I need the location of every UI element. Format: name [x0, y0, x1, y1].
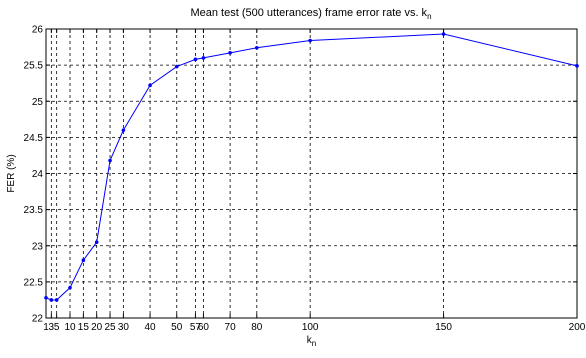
- y-tick-label: 25: [32, 97, 44, 108]
- data-point: [148, 83, 152, 88]
- x-tick-label: 15: [78, 322, 90, 333]
- data-point: [201, 56, 206, 60]
- x-tick-label: 40: [145, 322, 157, 333]
- x-tick-label: 50: [171, 322, 183, 333]
- data-point: [228, 51, 232, 55]
- x-tick-label: 1: [43, 322, 49, 333]
- grid: [46, 29, 577, 318]
- data-point: [121, 128, 126, 132]
- x-tick-label: 200: [569, 322, 586, 333]
- x-tick-label: 20: [91, 322, 103, 333]
- data-point: [54, 298, 59, 302]
- x-tick-label: 70: [225, 322, 237, 333]
- x-tick-label: 5: [54, 322, 60, 333]
- data-point: [254, 45, 259, 50]
- chart-title: Mean test (500 utterances) frame error r…: [190, 7, 431, 21]
- data-point: [49, 298, 54, 302]
- x-tick-label: 150: [435, 322, 452, 333]
- data-point: [193, 57, 198, 62]
- y-tick-label: 23.5: [24, 205, 44, 216]
- data-point: [441, 32, 446, 36]
- data-point: [108, 158, 112, 163]
- x-tick-label: 80: [251, 322, 263, 333]
- x-tick-label: 60: [198, 322, 210, 333]
- data-point: [308, 38, 312, 43]
- x-axis-label: kn: [307, 335, 316, 348]
- data-point: [68, 285, 72, 290]
- data-point: [174, 64, 179, 69]
- data-point: [44, 295, 48, 300]
- x-tick-label: 3: [49, 322, 55, 333]
- y-axis: 22 22.5 23 23.5 24 24.5 25 25.5 26: [24, 25, 577, 325]
- x-tick-label: 100: [302, 322, 319, 333]
- y-tick-label: 24.5: [24, 133, 44, 144]
- x-tick-label: 57: [190, 322, 202, 333]
- data-point: [94, 240, 99, 244]
- series-points: [44, 32, 579, 302]
- data-point: [81, 258, 86, 263]
- y-tick-label: 26: [32, 25, 44, 36]
- x-tick-label: 30: [118, 322, 130, 333]
- x-tick-label: 25: [104, 322, 116, 333]
- y-tick-label: 22.5: [24, 277, 44, 288]
- y-tick-label: 24: [32, 169, 44, 180]
- y-tick-label: 22: [32, 314, 44, 325]
- x-tick-label: 10: [64, 322, 76, 333]
- data-point: [575, 64, 579, 68]
- y-axis-label: FER (%): [6, 154, 17, 192]
- y-tick-label: 23: [32, 241, 44, 252]
- y-tick-label: 25.5: [24, 61, 44, 72]
